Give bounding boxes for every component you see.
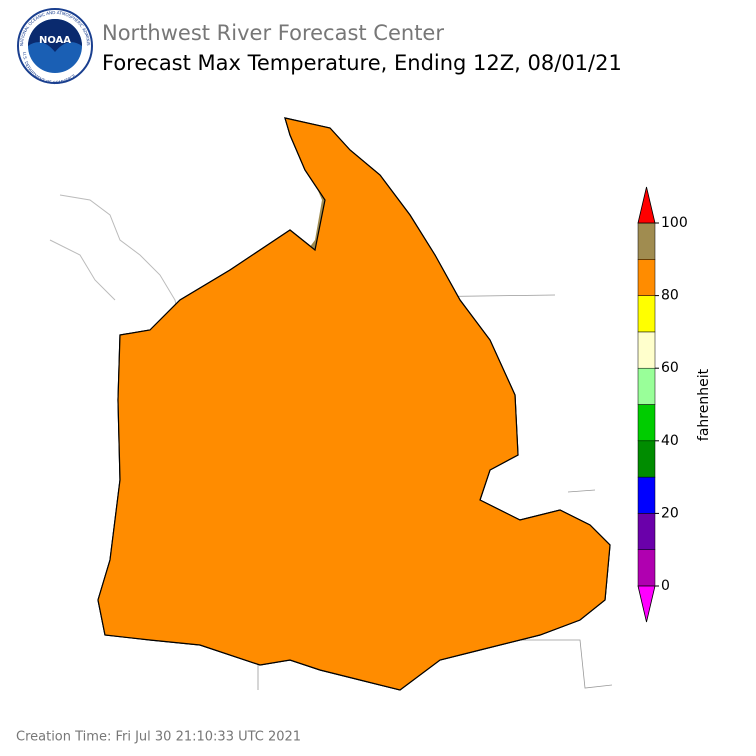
logo-name: NOAA [39,35,71,46]
colorbar-bin [637,295,656,333]
colorbar-tick-label: 80 [661,288,679,304]
colorbar-bin [637,404,656,442]
colorbar-bin [637,549,656,587]
colorbar-bin [637,259,656,296]
colorbar-bin [637,476,656,514]
colorbar-bin [637,367,656,405]
colorbar-under [637,585,656,623]
colorbar: 0 20 40 60 80 100 [637,186,688,623]
colorbar-tick-label: 0 [661,578,670,594]
creation-time: Creation Time: Fri Jul 30 21:10:33 UTC 2… [16,730,301,745]
colorbar-tick-label: 100 [661,215,688,231]
colorbar-bin [637,440,656,478]
noaa-logo: NOAA NATIONAL OCEANIC AND ATMOSPHERIC AD… [0,0,93,85]
colorbar-over [637,186,656,224]
colorbar-label: fahrenheit [696,368,712,441]
colorbar-bin [637,331,656,369]
colorbar-tick-label: 20 [661,505,679,521]
colorbar-tick-label: 40 [661,433,679,449]
colorbar-tick-label: 60 [661,360,679,376]
map [49,117,613,691]
colorbar-bin [637,222,656,260]
subtitle: Forecast Max Temperature, Ending 12Z, 08… [102,51,622,75]
colorbar-bin [637,513,656,550]
title: Northwest River Forecast Center [102,21,444,45]
